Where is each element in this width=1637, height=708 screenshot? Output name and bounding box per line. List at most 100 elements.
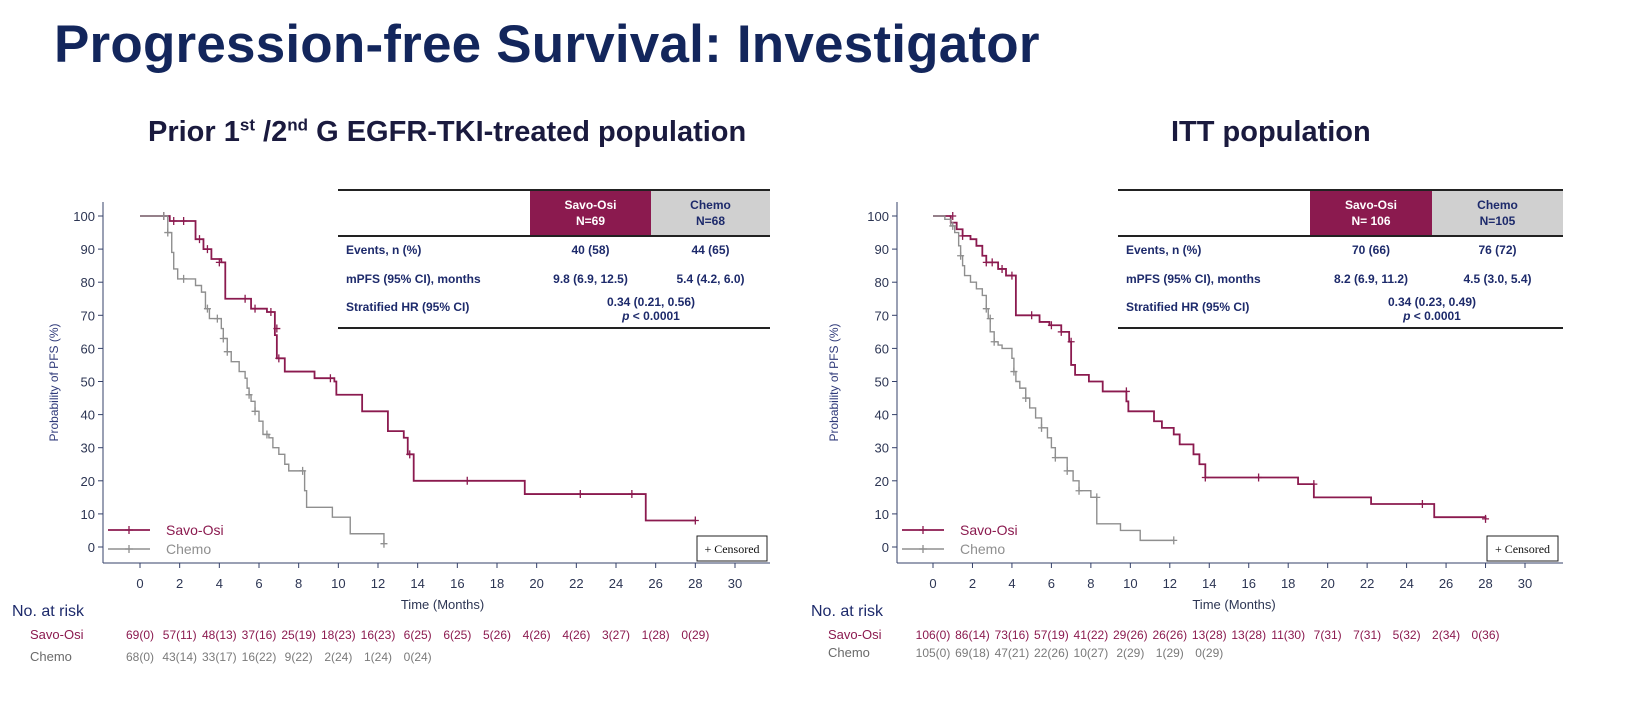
y-axis-label: Probability of PFS (%) — [827, 323, 841, 441]
risk-label-chemo: Chemo — [30, 649, 72, 664]
subtitle-text: /2 — [255, 116, 288, 148]
subtitle-sup: st — [239, 115, 255, 135]
censor-mark — [949, 221, 957, 230]
x-tick-label: 2 — [176, 576, 183, 591]
x-tick-label: 20 — [529, 576, 543, 591]
series-savo-osi — [933, 212, 1490, 523]
x-tick-label: 6 — [255, 576, 262, 591]
risk-count-chemo: 0(29) — [1195, 646, 1223, 660]
risk-count-chemo: 0(24) — [404, 650, 432, 664]
x-tick-label: 4 — [1008, 576, 1015, 591]
censor-mark — [203, 304, 211, 313]
censor-mark — [1255, 473, 1263, 482]
y-tick-label: 100 — [867, 209, 889, 224]
subtitle-sup: nd — [287, 115, 309, 135]
censored-legend-box — [1486, 535, 1559, 562]
risk-count-savo-osi: 57(19) — [1034, 628, 1069, 642]
censor-mark — [251, 407, 259, 416]
risk-count-chemo: 22(26) — [1034, 646, 1069, 660]
risk-table-header: No. at risk — [12, 603, 85, 620]
hr-value: 0.34 (0.21, 0.56) — [607, 295, 695, 309]
legend-label-savo-osi: Savo-Osi — [166, 522, 224, 538]
y-tick-label: 0 — [882, 540, 889, 555]
censor-mark — [326, 374, 334, 383]
censor-mark — [215, 258, 223, 267]
censor-mark — [1038, 423, 1046, 432]
risk-count-savo-osi: 7(31) — [1353, 628, 1381, 642]
legend-censor-mark — [125, 526, 133, 534]
y-tick-label: 100 — [73, 209, 95, 224]
risk-count-savo-osi: 18(23) — [321, 628, 356, 642]
number-at-risk: No. at risk Savo-Osi Chemo 69(0) 57(11) 48(13… — [12, 603, 709, 664]
table-row-label-hr: Stratified HR (95% CI) — [1126, 300, 1249, 314]
series-savo-osi — [140, 212, 699, 525]
risk-count-chemo: 33(17) — [202, 650, 237, 664]
censor-mark — [406, 450, 414, 459]
censor-mark — [959, 231, 967, 240]
table-row-label: mPFS (95% CI), months — [346, 272, 481, 286]
x-tick-label: 10 — [331, 576, 345, 591]
y-tick-label: 10 — [81, 507, 95, 522]
risk-count-savo-osi: 69(0) — [126, 628, 154, 642]
risk-count-savo-osi: 48(13) — [202, 628, 237, 642]
censor-mark — [273, 324, 281, 333]
km-curve-chemo — [140, 215, 385, 544]
censor-mark — [1010, 367, 1018, 376]
table-row-label: Events, n (%) — [1126, 243, 1201, 257]
savo-header-name: Savo-Osi — [1345, 198, 1397, 212]
risk-count-savo-osi: 13(28) — [1192, 628, 1227, 642]
risk-count-savo-osi: 37(16) — [242, 628, 277, 642]
censor-mark — [998, 264, 1006, 273]
risk-count-savo-osi: 26(26) — [1152, 628, 1187, 642]
savo-header-name: Savo-Osi — [564, 198, 616, 212]
risk-count-savo-osi: 5(32) — [1393, 628, 1421, 642]
chemo-header-cell — [651, 190, 770, 236]
y-tick-label: 80 — [81, 275, 95, 290]
number-at-risk: No. at risk Savo-Osi Chemo 106(0) 86(14) 73(1… — [811, 603, 1500, 660]
hr-value: 0.34 (0.23, 0.49) — [1388, 295, 1476, 309]
risk-count-savo-osi: 29(26) — [1113, 628, 1148, 642]
risk-count-chemo: 9(22) — [285, 650, 313, 664]
savo-header-n: N=69 — [576, 214, 605, 228]
risk-count-savo-osi: 106(0) — [916, 628, 951, 642]
censored-legend-box — [696, 535, 768, 562]
censored-legend-label: + Censored — [1495, 542, 1550, 556]
risk-count-savo-osi: 6(25) — [404, 628, 432, 642]
y-tick-label: 40 — [875, 408, 889, 423]
x-tick-label: 16 — [450, 576, 464, 591]
censor-mark — [576, 490, 584, 499]
x-tick-label: 8 — [295, 576, 302, 591]
x-tick-label: 12 — [1163, 576, 1177, 591]
risk-table-header: No. at risk — [811, 603, 884, 620]
summary-table: Savo-Osi N= 106 Chemo N=105 Events, n (%) 70 … — [1118, 189, 1563, 329]
chemo-header-name: Chemo — [1477, 198, 1518, 212]
censor-mark — [196, 235, 203, 244]
censor-mark — [1022, 394, 1030, 403]
x-axis-label: Time (Months) — [401, 597, 484, 612]
x-tick-label: 26 — [648, 576, 662, 591]
x-tick-label: 14 — [1202, 576, 1216, 591]
censor-mark — [203, 245, 211, 254]
censor-mark — [241, 294, 249, 303]
x-tick-label: 18 — [490, 576, 504, 591]
risk-label-savo-osi: Savo-Osi — [828, 627, 882, 642]
risk-count-savo-osi: 6(25) — [443, 628, 471, 642]
censor-mark — [1075, 486, 1083, 495]
censor-mark — [628, 490, 636, 499]
risk-count-chemo: 2(29) — [1116, 646, 1144, 660]
y-tick-label: 20 — [875, 474, 889, 489]
risk-count-savo-osi: 0(29) — [681, 628, 709, 642]
risk-count-savo-osi: 73(16) — [995, 628, 1030, 642]
risk-count-chemo: 69(18) — [955, 646, 990, 660]
censor-mark — [1310, 480, 1318, 489]
risk-count-chemo: 10(27) — [1074, 646, 1109, 660]
chart-legend: Savo-Osi Chemo — [902, 522, 1018, 557]
table-cell-chemo: 44 (65) — [691, 243, 729, 257]
censor-mark — [949, 212, 957, 220]
x-tick-label: 22 — [569, 576, 583, 591]
censor-mark — [219, 334, 227, 343]
censor-mark — [982, 258, 990, 267]
y-tick-label: 20 — [81, 474, 95, 489]
km-curve-savo-osi — [933, 215, 1487, 519]
